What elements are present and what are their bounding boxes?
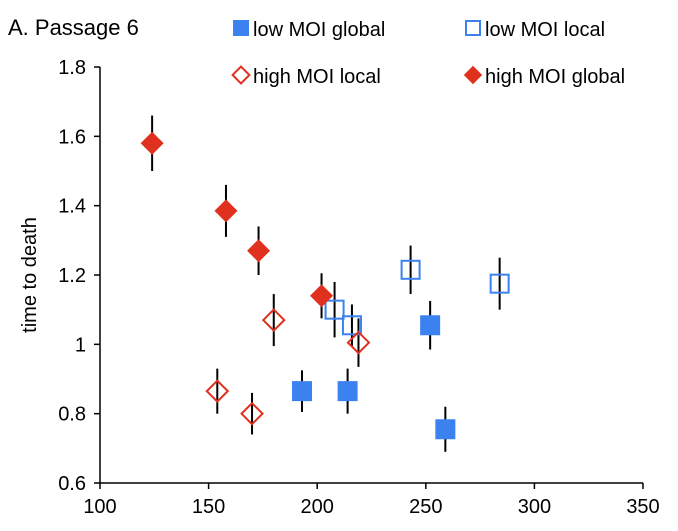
chart-title: A. Passage 6 [8, 15, 139, 40]
y-tick-label: 1.2 [58, 265, 86, 287]
legend-marker [465, 20, 481, 36]
y-tick-label: 1.8 [58, 57, 86, 79]
error-bars [151, 115, 501, 452]
legend-label: high MOI global [485, 66, 625, 88]
point-high-moi-local [240, 401, 264, 426]
axes: 0.6 0.8 1 1.2 1.4 1.6 1.8 100 150 200 250 300 350 [58, 57, 660, 518]
legend-marker [463, 65, 483, 85]
x-tick-label: 250 [409, 496, 442, 518]
point-high-moi-global [214, 199, 238, 223]
data-markers [140, 131, 510, 440]
point-high-moi-local [205, 379, 230, 404]
point-low-moi-global [435, 419, 456, 440]
legend-label: low MOI global [253, 19, 385, 41]
point-high-moi-local [346, 330, 371, 355]
y-tick-label: 1.4 [58, 196, 86, 218]
point-low-moi-local [400, 259, 421, 280]
point-low-moi-global [337, 381, 358, 402]
y-axis-label: time to death [19, 217, 41, 333]
legend-marker [233, 20, 249, 36]
point-high-moi-local [261, 308, 286, 332]
point-high-moi-global [310, 284, 334, 308]
point-low-moi-local [341, 315, 362, 336]
point-low-moi-local [324, 299, 345, 320]
point-high-moi-global [247, 239, 271, 263]
legend-label: low MOI local [485, 19, 605, 41]
point-low-moi-global [291, 381, 312, 402]
legend-label: high MOI local [253, 66, 381, 88]
x-tick-label: 300 [518, 496, 551, 518]
x-tick-label: 100 [83, 496, 116, 518]
legend-marker [231, 65, 251, 85]
point-low-moi-global [420, 315, 441, 336]
point-high-moi-global [140, 131, 164, 155]
y-tick-label: 0.8 [58, 404, 86, 426]
legend: low MOI global low MOI local high MOI loca… [231, 19, 625, 88]
x-tick-label: 200 [301, 496, 334, 518]
y-tick-label: 1.6 [58, 126, 86, 148]
x-tick-label: 350 [626, 496, 659, 518]
point-low-moi-local [489, 273, 510, 294]
x-tick-label: 150 [192, 496, 225, 518]
y-tick-label: 1 [75, 334, 86, 356]
y-tick-label: 0.6 [58, 473, 86, 495]
